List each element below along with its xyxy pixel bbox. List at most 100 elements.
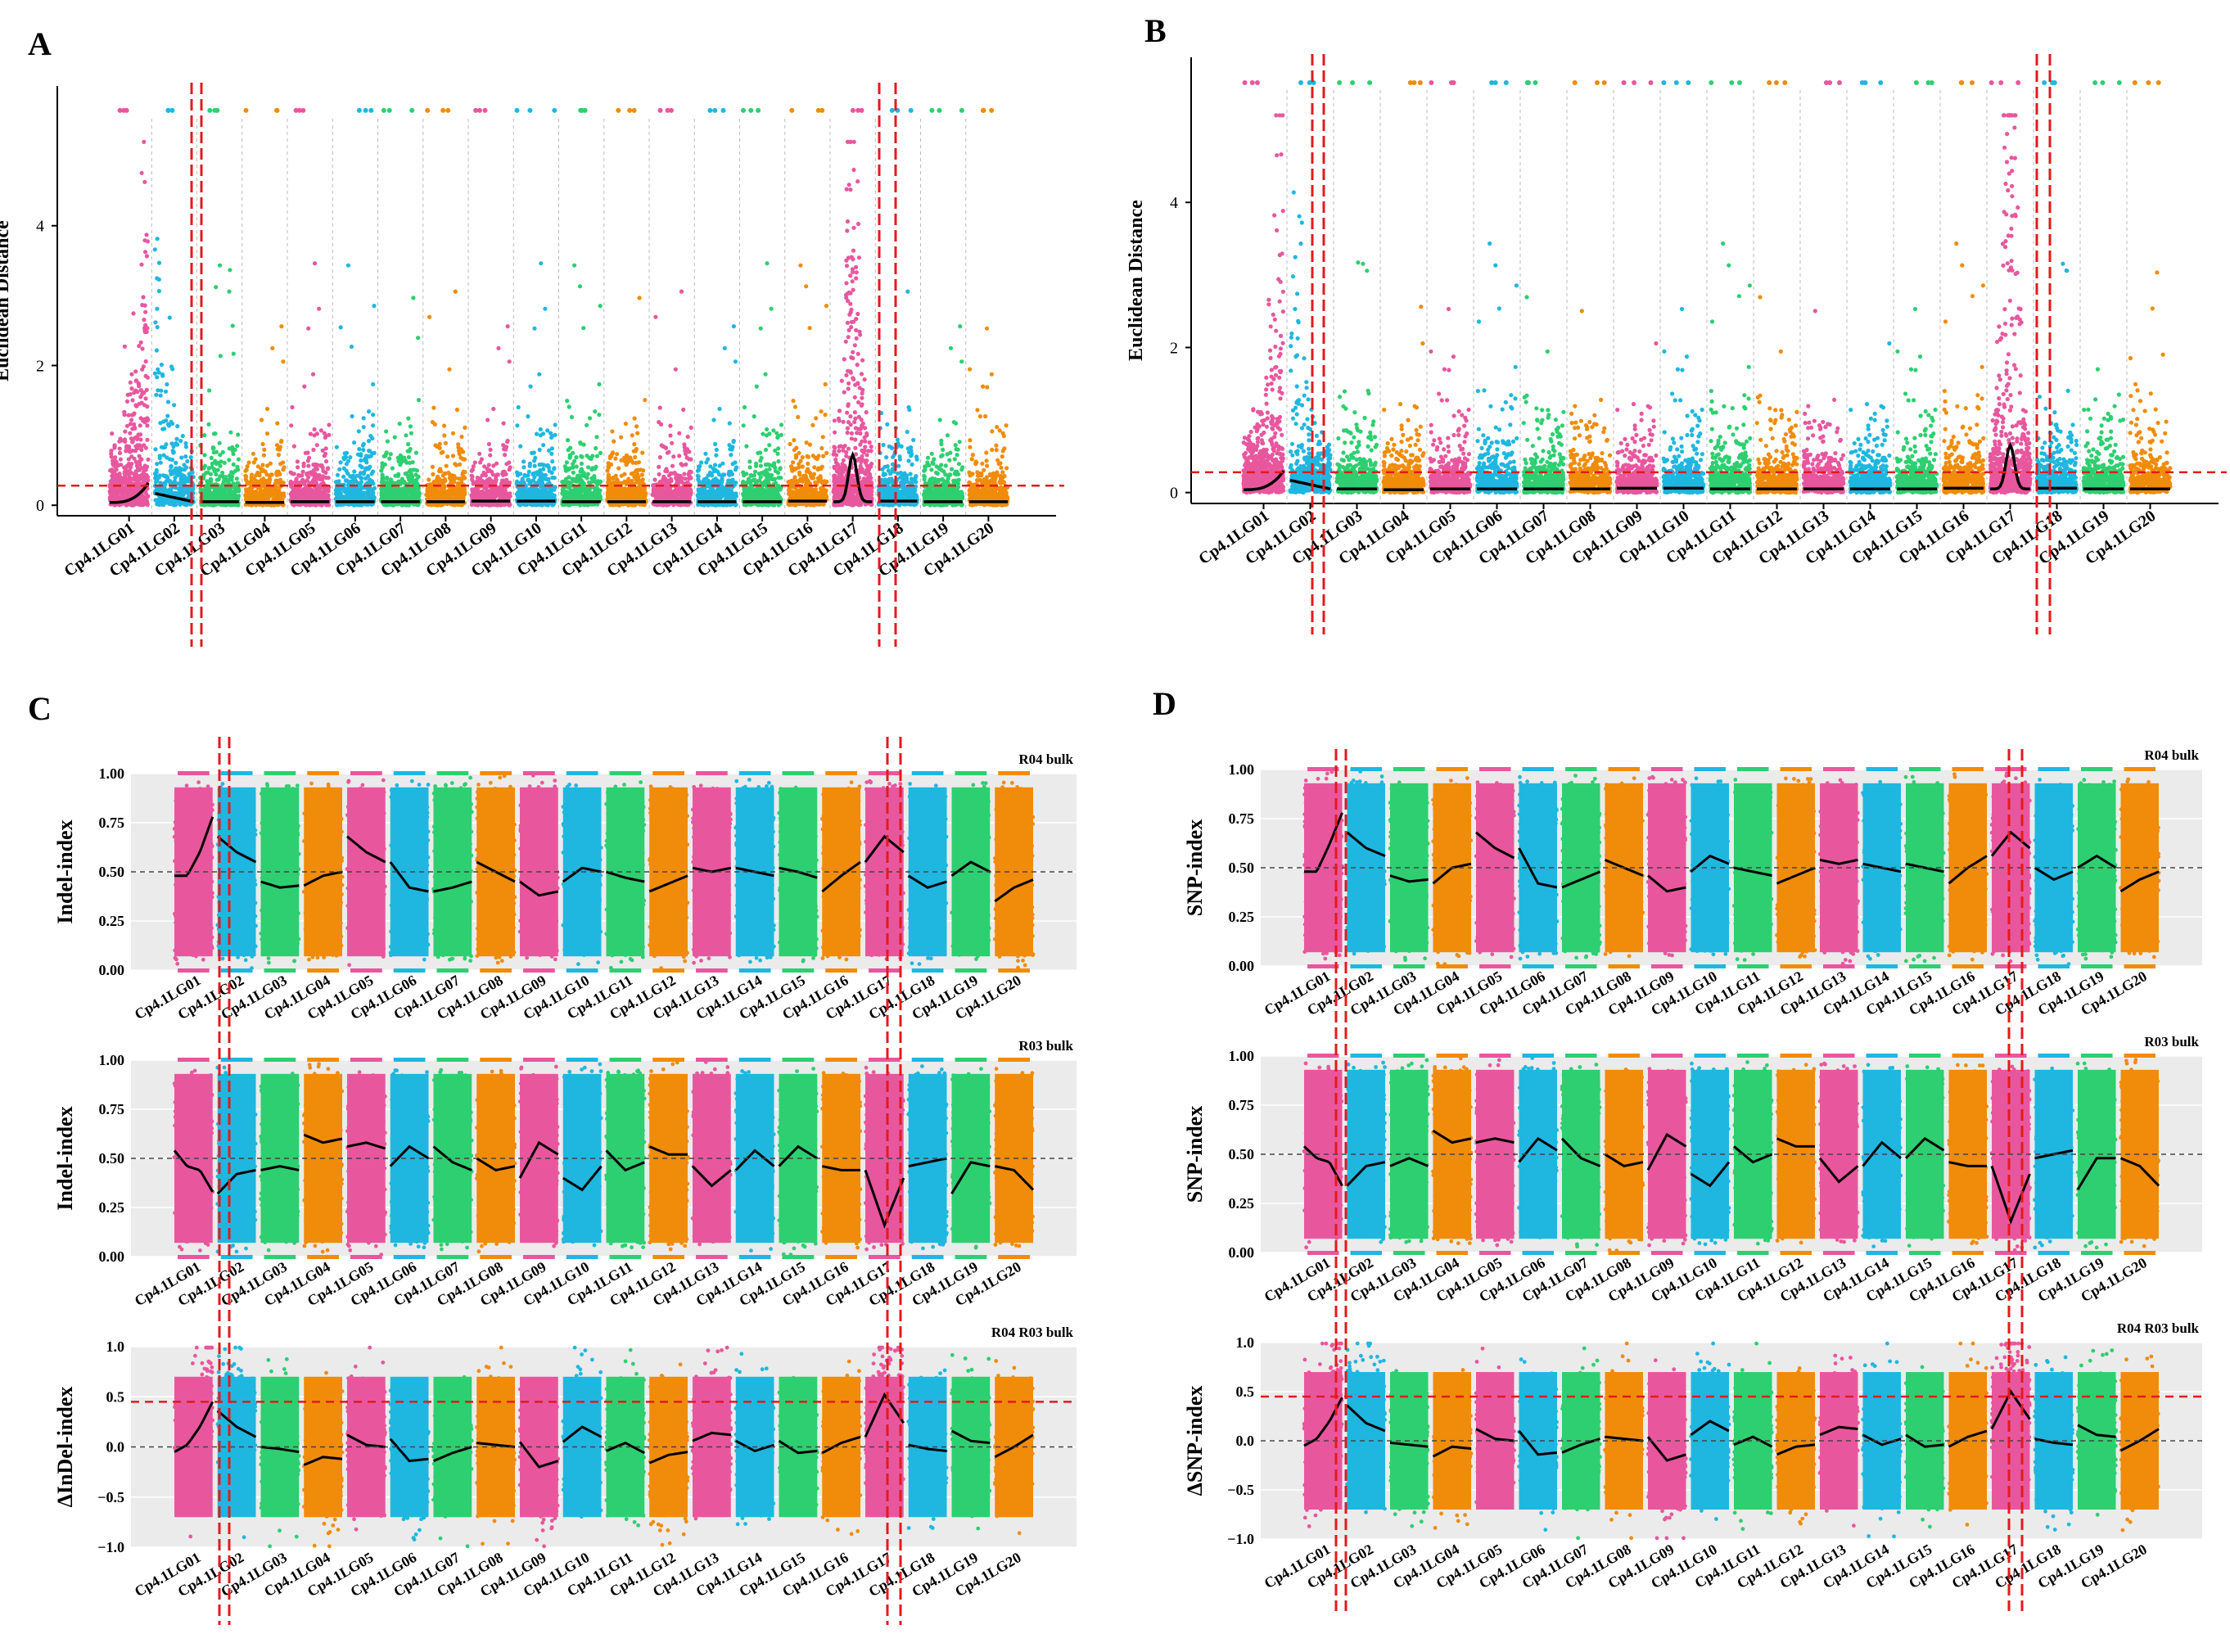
facet-label: R04 bulk <box>1018 752 1073 767</box>
y-tick-label: 0.00 <box>1229 958 1255 974</box>
points-Cp4.1LG12 <box>605 108 648 508</box>
y-tick-label: 1.0 <box>106 1338 125 1355</box>
points-Cp4.1LG11 <box>560 108 603 508</box>
y-tick-label: 4 <box>1170 194 1178 212</box>
y-tick-label: 2 <box>36 357 44 375</box>
points-Cp4.1LG07 <box>1522 80 1566 494</box>
points-Cp4.1LG17 <box>1988 80 2033 494</box>
facet-label: R04 bulk <box>2144 747 2199 763</box>
points-Cp4.1LG02 <box>1289 80 1333 494</box>
points-Cp4.1LG16 <box>820 1360 862 1537</box>
points-Cp4.1LG19 <box>922 108 964 508</box>
points-Cp4.1LG15 <box>1895 80 1939 494</box>
y-tick-label: 0.75 <box>1229 1097 1255 1113</box>
points-Cp4.1LG07 <box>379 108 422 508</box>
y-tick-label: 0.25 <box>99 913 125 929</box>
y-tick-label: 0.0 <box>106 1439 125 1456</box>
y-tick-label: 0.75 <box>1229 810 1255 827</box>
points-Cp4.1LG09 <box>1614 80 1659 494</box>
points-Cp4.1LG20 <box>2128 80 2172 494</box>
y-tick-label: 1.00 <box>99 1052 125 1068</box>
facet-label: R04 R03 bulk <box>991 1325 1074 1340</box>
points-Cp4.1LG10 <box>515 108 558 508</box>
points-Cp4.1LG14 <box>696 108 738 508</box>
y-tick-label: −1.0 <box>97 1539 124 1555</box>
y-tick-label: 1.00 <box>1229 1048 1255 1064</box>
y-tick-label: 0.50 <box>99 864 125 880</box>
y-tick-label: −0.5 <box>97 1489 124 1505</box>
y-axis-title: Euclidean Distance <box>1126 200 1147 361</box>
y-axis-title: ΔSNP-index <box>1183 1386 1207 1496</box>
points-Cp4.1LG12 <box>1755 80 1799 494</box>
points-Cp4.1LG15 <box>741 108 783 508</box>
points-Cp4.1LG03 <box>1334 80 1379 494</box>
y-tick-label: 4 <box>36 218 44 236</box>
facet-label: R03 bulk <box>2144 1034 2199 1049</box>
points-Cp4.1LG06 <box>1475 80 1519 494</box>
y-tick-label: 0.5 <box>106 1388 125 1405</box>
y-tick-label: 0.25 <box>99 1199 125 1216</box>
facet-label: R03 bulk <box>1018 1038 1073 1054</box>
y-tick-label: 0.50 <box>99 1150 125 1167</box>
y-tick-label: 0.00 <box>1229 1244 1255 1261</box>
y-tick-label: 0.25 <box>1229 909 1255 925</box>
y-axis-title: SNP-index <box>1183 1106 1207 1203</box>
y-tick-label: 0.25 <box>1229 1195 1255 1212</box>
y-tick-label: 0.00 <box>99 1248 125 1265</box>
points-Cp4.1LG08 <box>1568 80 1612 494</box>
points-Cp4.1LG08 <box>424 108 467 508</box>
points-Cp4.1LG14 <box>734 1352 776 1526</box>
y-axis-title: Indel-index <box>53 1106 77 1210</box>
points-Cp4.1LG04 <box>1381 80 1425 494</box>
y-tick-label: 0.0 <box>1236 1433 1255 1449</box>
points-Cp4.1LG18 <box>877 108 919 508</box>
y-tick-label: 0 <box>1170 485 1178 503</box>
panel-C-bottom-plot: −1.0 −0.5 0.0 0.5 1.0 ΔInDel-index R04 R03 bul… <box>53 1325 1077 1600</box>
points-Cp4.1LG14 <box>1848 80 1892 494</box>
points-Cp4.1LG05 <box>1429 80 1473 494</box>
points-Cp4.1LG19 <box>2082 80 2126 494</box>
y-axis-title: Euclidean Distance <box>0 220 13 381</box>
y-axis-title: ΔInDel-index <box>53 1387 77 1508</box>
y-tick-label: 0.75 <box>99 815 125 831</box>
points-Cp4.1LG20 <box>2119 1355 2160 1532</box>
points-Cp4.1LG19 <box>2076 1348 2118 1517</box>
points-Cp4.1LG09 <box>469 108 512 508</box>
y-tick-label: 1.00 <box>1229 761 1255 778</box>
y-tick-label: −0.5 <box>1227 1482 1254 1498</box>
points-Cp4.1LG18 <box>2034 80 2079 494</box>
y-tick-label: 0.50 <box>1229 860 1255 876</box>
y-tick-label: 2 <box>1170 339 1178 357</box>
y-tick-label: −1.0 <box>1227 1531 1254 1547</box>
points-Cp4.1LG13 <box>650 108 693 508</box>
y-tick-label: 1.00 <box>99 765 125 782</box>
points-Cp4.1LG11 <box>1709 80 1753 494</box>
points-Cp4.1LG06 <box>1517 1357 1559 1532</box>
y-tick-label: 0.5 <box>1236 1383 1255 1400</box>
y-tick-label: 0.00 <box>99 962 125 978</box>
points-Cp4.1LG10 <box>1661 80 1705 494</box>
y-tick-label: 0 <box>36 497 44 515</box>
figure-canvas: 024Euclidean DistanceCp4.1LG01Cp4.1LG02C… <box>0 0 2230 1652</box>
points-Cp4.1LG04 <box>243 108 286 508</box>
points-Cp4.1LG06 <box>334 108 377 508</box>
y-axis-title: SNP-index <box>1183 819 1207 916</box>
points-Cp4.1LG16 <box>1942 80 1986 494</box>
points-Cp4.1LG05 <box>288 108 331 508</box>
points-Cp4.1LG17 <box>832 108 874 508</box>
points-Cp4.1LG16 <box>786 108 828 508</box>
points-Cp4.1LG03 <box>1388 1369 1429 1528</box>
y-tick-label: 0.75 <box>99 1101 125 1117</box>
facet-label: R04 R03 bulk <box>2117 1320 2200 1336</box>
points-Cp4.1LG03 <box>198 108 241 508</box>
y-tick-label: 0.50 <box>1229 1146 1255 1162</box>
points-Cp4.1LG13 <box>1802 80 1846 494</box>
y-axis-title: Indel-index <box>53 819 77 923</box>
points-Cp4.1LG01 <box>1241 80 1285 494</box>
points-Cp4.1LG02 <box>153 108 196 508</box>
points-Cp4.1LG20 <box>967 108 1009 508</box>
y-tick-label: 1.0 <box>1236 1334 1255 1351</box>
